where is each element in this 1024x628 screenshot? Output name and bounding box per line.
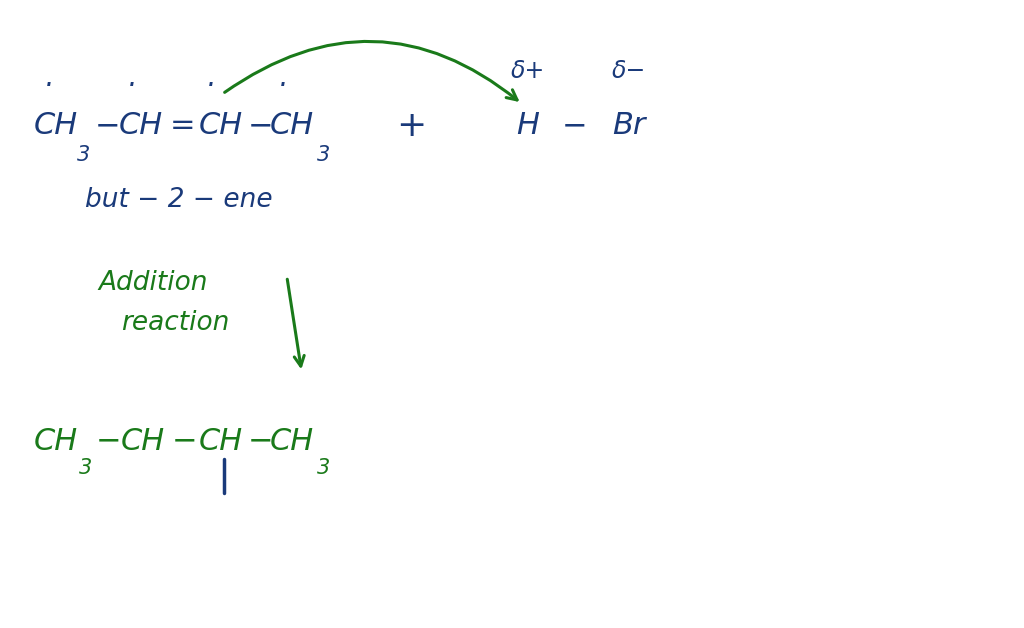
Text: CH: CH [269, 427, 314, 456]
Text: CH: CH [199, 427, 243, 456]
Text: −: − [172, 427, 198, 456]
Text: ·: · [43, 72, 52, 100]
Text: −: − [562, 111, 587, 140]
Text: reaction: reaction [121, 310, 229, 336]
Text: CH: CH [34, 427, 78, 456]
Text: but − 2 − ene: but − 2 − ene [85, 187, 273, 212]
Text: δ−: δ− [612, 59, 646, 84]
Text: −: − [94, 111, 120, 140]
Text: Addition: Addition [98, 271, 208, 296]
Text: 3: 3 [316, 458, 330, 478]
Text: −: − [248, 111, 272, 140]
Text: ·: · [206, 72, 215, 100]
Text: CH: CH [269, 111, 314, 140]
Text: 3: 3 [77, 145, 90, 165]
Text: δ+: δ+ [511, 59, 545, 84]
Text: CH: CH [199, 111, 243, 140]
Text: 3: 3 [316, 145, 330, 165]
Text: +: + [395, 109, 426, 143]
Text: 3: 3 [79, 458, 92, 478]
Text: Br: Br [612, 111, 646, 140]
Text: CH: CH [119, 111, 163, 140]
Text: CH: CH [34, 111, 78, 140]
Text: H: H [516, 111, 540, 140]
Text: ·: · [278, 72, 287, 100]
Text: ·: · [127, 72, 135, 100]
Text: =: = [170, 111, 196, 140]
Text: CH: CH [121, 427, 165, 456]
Text: −: − [95, 427, 121, 456]
Text: −: − [248, 427, 272, 456]
